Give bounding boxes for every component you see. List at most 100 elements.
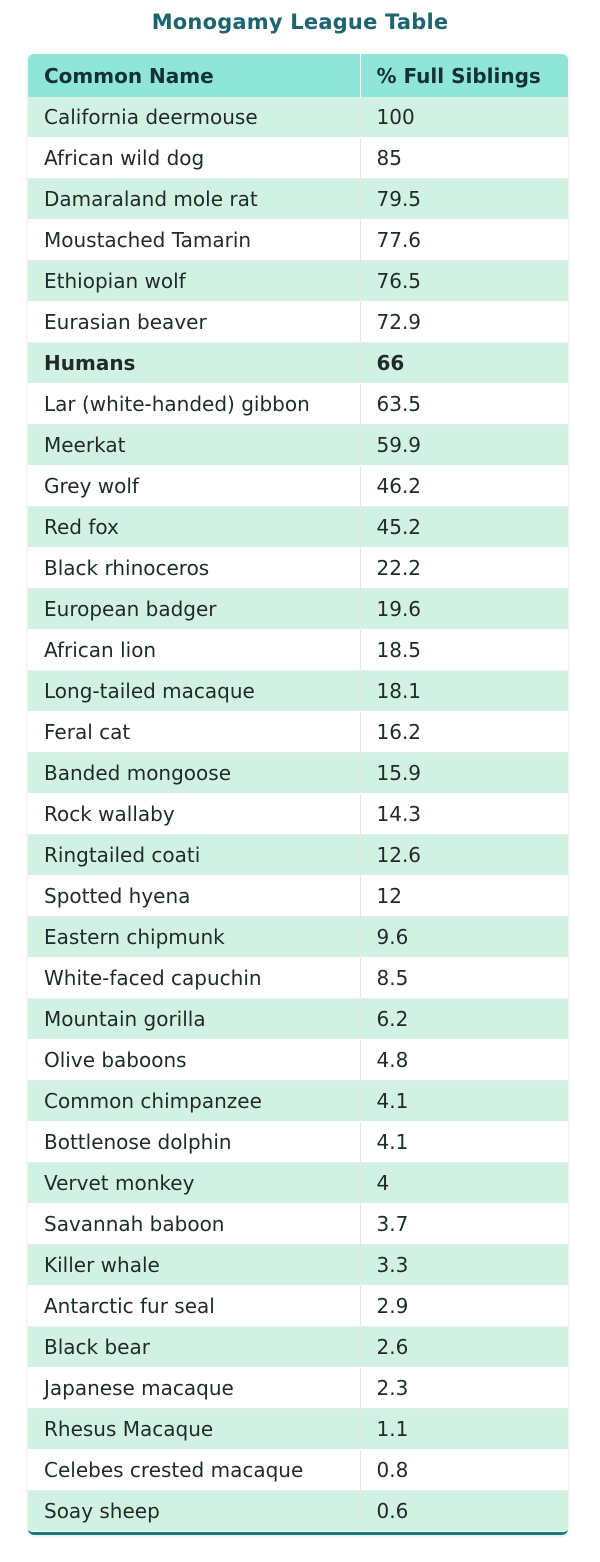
league-table: Common Name % Full Siblings California d…: [28, 54, 568, 1535]
cell-full-siblings: 12.6: [359, 834, 568, 876]
table-row: Eastern chipmunk 9.6: [28, 916, 568, 958]
cell-common-name: Banded mongoose: [28, 752, 360, 794]
column-header-common-name: Common Name: [28, 54, 360, 97]
cell-full-siblings: 8.5: [359, 957, 568, 999]
cell-full-siblings: 9.6: [359, 916, 568, 958]
table-body: California deermouse 100 African wild dog 8…: [28, 97, 568, 1532]
cell-common-name: White-faced capuchin: [28, 957, 360, 999]
table-row: Meerkat 59.9: [28, 424, 568, 466]
cell-common-name: Eurasian beaver: [28, 301, 360, 343]
cell-common-name: Black rhinoceros: [28, 547, 360, 589]
cell-full-siblings: 100: [359, 97, 568, 138]
table-row: Soay sheep 0.6: [28, 1490, 568, 1532]
cell-common-name: Common chimpanzee: [28, 1080, 360, 1122]
cell-common-name: Bottlenose dolphin: [28, 1121, 360, 1163]
table-row: Damaraland mole rat 79.5: [28, 178, 568, 220]
cell-common-name: Long-tailed macaque: [28, 670, 360, 712]
cell-full-siblings: 77.6: [359, 219, 568, 261]
cell-common-name: Mountain gorilla: [28, 998, 360, 1040]
table-row: Eurasian beaver 72.9: [28, 301, 568, 343]
table-row: Feral cat 16.2: [28, 711, 568, 753]
table-row: Japanese macaque 2.3: [28, 1367, 568, 1409]
cell-common-name: Antarctic fur seal: [28, 1285, 360, 1327]
cell-common-name: Damaraland mole rat: [28, 178, 360, 220]
cell-common-name: Moustached Tamarin: [28, 219, 360, 261]
cell-full-siblings: 12: [359, 875, 568, 917]
column-header-full-siblings: % Full Siblings: [359, 54, 568, 97]
cell-full-siblings: 3.7: [359, 1203, 568, 1245]
cell-common-name: African lion: [28, 629, 360, 671]
table-row: Rhesus Macaque 1.1: [28, 1408, 568, 1450]
cell-full-siblings: 2.6: [359, 1326, 568, 1368]
cell-common-name: Japanese macaque: [28, 1367, 360, 1409]
table-row: Moustached Tamarin 77.6: [28, 219, 568, 261]
cell-common-name: European badger: [28, 588, 360, 630]
table-row: African wild dog 85: [28, 137, 568, 179]
cell-full-siblings: 59.9: [359, 424, 568, 466]
cell-full-siblings: 0.8: [359, 1449, 568, 1491]
table-row: Lar (white-handed) gibbon 63.5: [28, 383, 568, 425]
cell-full-siblings: 3.3: [359, 1244, 568, 1286]
table-row: Banded mongoose 15.9: [28, 752, 568, 794]
cell-common-name: Meerkat: [28, 424, 360, 466]
table-row: Vervet monkey 4: [28, 1162, 568, 1204]
cell-common-name: California deermouse: [28, 97, 360, 138]
table-row: Celebes crested macaque 0.8: [28, 1449, 568, 1491]
table-row: European badger 19.6: [28, 588, 568, 630]
table-row: Red fox 45.2: [28, 506, 568, 548]
table-row: Olive baboons 4.8: [28, 1039, 568, 1081]
cell-common-name: Grey wolf: [28, 465, 360, 507]
cell-common-name: Rock wallaby: [28, 793, 360, 835]
table-row: Long-tailed macaque 18.1: [28, 670, 568, 712]
cell-full-siblings: 45.2: [359, 506, 568, 548]
cell-full-siblings: 2.9: [359, 1285, 568, 1327]
cell-full-siblings: 0.6: [359, 1490, 568, 1532]
cell-common-name: Savannah baboon: [28, 1203, 360, 1245]
table-row: Antarctic fur seal 2.9: [28, 1285, 568, 1327]
cell-common-name: Ethiopian wolf: [28, 260, 360, 302]
cell-full-siblings: 15.9: [359, 752, 568, 794]
cell-full-siblings: 19.6: [359, 588, 568, 630]
table-row: White-faced capuchin 8.5: [28, 957, 568, 999]
cell-full-siblings: 85: [359, 137, 568, 179]
table-row: Spotted hyena 12: [28, 875, 568, 917]
table-row: Ethiopian wolf 76.5: [28, 260, 568, 302]
cell-common-name: Vervet monkey: [28, 1162, 360, 1204]
header-row: Common Name % Full Siblings: [28, 54, 568, 97]
cell-common-name: Soay sheep: [28, 1490, 360, 1532]
cell-common-name: Humans: [28, 342, 360, 384]
table-row: Black rhinoceros 22.2: [28, 547, 568, 589]
cell-common-name: Lar (white-handed) gibbon: [28, 383, 360, 425]
cell-full-siblings: 66: [359, 342, 568, 384]
cell-full-siblings: 4.8: [359, 1039, 568, 1081]
cell-full-siblings: 4.1: [359, 1080, 568, 1122]
cell-full-siblings: 2.3: [359, 1367, 568, 1409]
cell-full-siblings: 76.5: [359, 260, 568, 302]
table-row: Savannah baboon 3.7: [28, 1203, 568, 1245]
cell-common-name: African wild dog: [28, 137, 360, 179]
table-row: Humans 66: [28, 342, 568, 384]
cell-common-name: Killer whale: [28, 1244, 360, 1286]
table-row: African lion 18.5: [28, 629, 568, 671]
cell-full-siblings: 4.1: [359, 1121, 568, 1163]
table-row: Killer whale 3.3: [28, 1244, 568, 1286]
cell-full-siblings: 46.2: [359, 465, 568, 507]
cell-full-siblings: 63.5: [359, 383, 568, 425]
cell-full-siblings: 22.2: [359, 547, 568, 589]
table-row: Ringtailed coati 12.6: [28, 834, 568, 876]
cell-common-name: Eastern chipmunk: [28, 916, 360, 958]
cell-full-siblings: 1.1: [359, 1408, 568, 1450]
data-table: Common Name % Full Siblings California d…: [28, 54, 568, 1532]
cell-full-siblings: 18.5: [359, 629, 568, 671]
cell-full-siblings: 6.2: [359, 998, 568, 1040]
cell-full-siblings: 4: [359, 1162, 568, 1204]
table-row: Rock wallaby 14.3: [28, 793, 568, 835]
table-title: Monogamy League Table: [151, 10, 449, 34]
table-row: Common chimpanzee 4.1: [28, 1080, 568, 1122]
table-row: Black bear 2.6: [28, 1326, 568, 1368]
cell-full-siblings: 72.9: [359, 301, 568, 343]
table-row: California deermouse 100: [28, 97, 568, 138]
cell-common-name: Olive baboons: [28, 1039, 360, 1081]
cell-common-name: Celebes crested macaque: [28, 1449, 360, 1491]
cell-common-name: Ringtailed coati: [28, 834, 360, 876]
